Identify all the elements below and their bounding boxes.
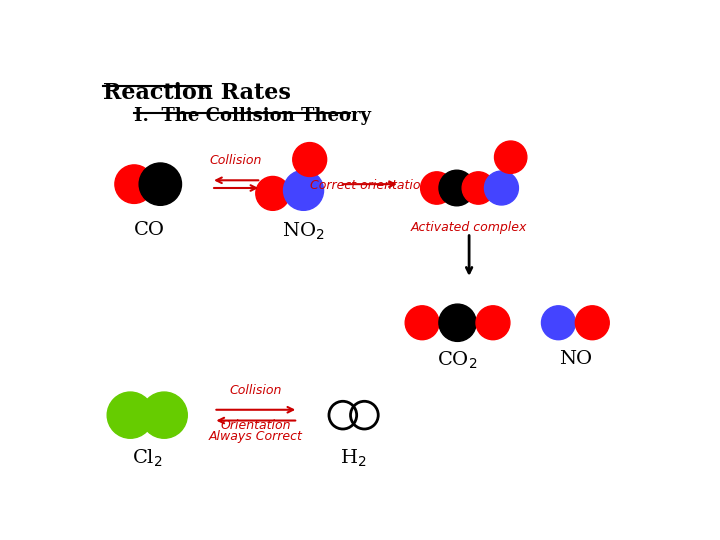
Circle shape	[462, 172, 495, 204]
Circle shape	[107, 392, 153, 438]
Circle shape	[115, 165, 153, 204]
Circle shape	[439, 304, 476, 341]
Text: NO: NO	[559, 350, 592, 368]
Text: CO: CO	[134, 221, 165, 239]
Circle shape	[420, 172, 453, 204]
Circle shape	[141, 392, 187, 438]
Circle shape	[495, 141, 527, 173]
Circle shape	[476, 306, 510, 340]
Text: Correct orientation: Correct orientation	[310, 179, 428, 192]
Circle shape	[293, 143, 327, 177]
Text: Reaction Rates: Reaction Rates	[104, 82, 291, 104]
Text: CO$_2$: CO$_2$	[437, 350, 478, 371]
Text: I.  The Collision Theory: I. The Collision Theory	[134, 107, 371, 125]
Text: NO$_2$: NO$_2$	[282, 221, 325, 242]
Circle shape	[439, 170, 474, 206]
Text: Collision: Collision	[210, 154, 262, 167]
Circle shape	[405, 306, 439, 340]
Circle shape	[139, 163, 181, 205]
Circle shape	[256, 177, 289, 210]
Text: Activated complex: Activated complex	[411, 221, 527, 234]
Circle shape	[485, 171, 518, 205]
Text: H$_2$: H$_2$	[341, 448, 366, 469]
Text: Cl$_2$: Cl$_2$	[132, 448, 163, 469]
Text: Collision: Collision	[230, 384, 282, 397]
Circle shape	[575, 306, 609, 340]
Circle shape	[541, 306, 575, 340]
Text: Always Correct: Always Correct	[209, 430, 302, 443]
Circle shape	[284, 170, 323, 210]
Text: Orientation: Orientation	[220, 419, 291, 432]
